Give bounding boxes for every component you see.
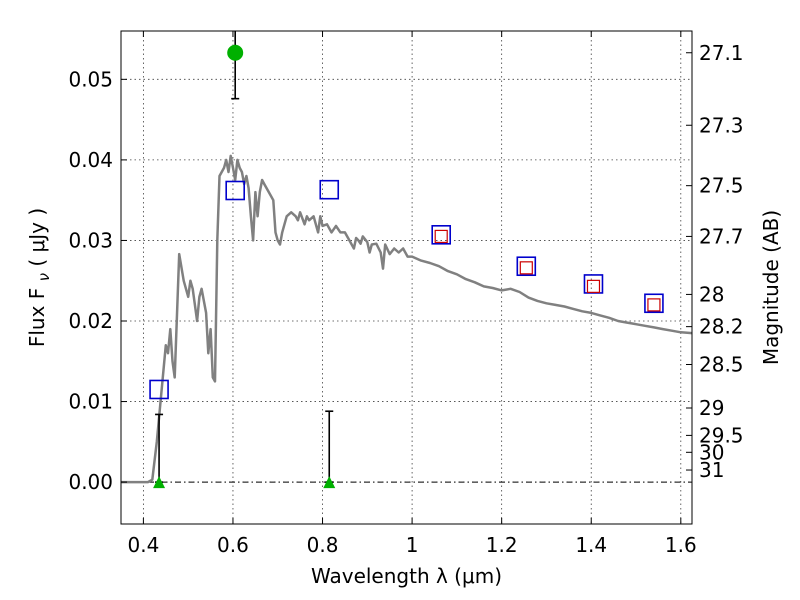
y2-tick-label-1: 27.3	[699, 113, 744, 137]
axis-labels: Wavelength λ (μm) Flux F ν ( μJy ) Magni…	[25, 208, 783, 588]
x-tick-label-3: 1	[406, 533, 419, 557]
y-axis-label-unit: ( μJy )	[25, 208, 49, 267]
model-photometry-square-6	[644, 293, 664, 314]
x-tick-label-2: 0.8	[307, 533, 339, 557]
right-axis-label: Magnitude (AB)	[759, 210, 783, 365]
model-photometry-square-0	[149, 379, 169, 400]
x-tick-label-0: 0.4	[127, 533, 159, 557]
y2-tick-label-2: 27.5	[699, 174, 744, 198]
upper-limit-triangle-1	[323, 476, 336, 489]
observed-photometry-square-1	[519, 261, 533, 275]
y2-tick-label-0: 27.1	[699, 41, 744, 65]
y2-tick-label-9: 30	[699, 440, 724, 464]
upper-limit-triangle-0	[153, 476, 166, 489]
y2-tick-label-10: 31	[699, 458, 724, 482]
model-photometry-square-1	[225, 180, 245, 201]
y-tick-label-0: 0.00	[68, 470, 113, 494]
observed-photometry-square-0	[434, 229, 448, 244]
x-tick-label-1: 0.6	[217, 533, 249, 557]
y2-tick-label-5: 28.2	[699, 315, 744, 339]
y-tick-label-2: 0.02	[68, 309, 113, 333]
y-tick-label-4: 0.04	[68, 148, 113, 172]
y-axis-label: Flux F ν ( μJy )	[25, 208, 54, 347]
x-tick-label-4: 1.2	[486, 533, 518, 557]
model-sed-line	[121, 154, 693, 484]
plot-frame	[120, 30, 693, 525]
detection-point-0	[227, 44, 244, 61]
y-axis-label-subscript: ν	[35, 273, 53, 281]
y2-tick-label-7: 29	[699, 396, 724, 420]
photometry-markers	[149, 44, 664, 489]
y2-tick-label-8: 29.5	[699, 423, 744, 447]
x-axis-label: Wavelength λ (μm)	[311, 564, 502, 588]
detection-errorbar-0	[231, 31, 240, 100]
observed-photometry-square-3	[647, 298, 661, 312]
observed-photometry-square-2	[586, 279, 601, 293]
y-tick-label-1: 0.01	[68, 390, 113, 414]
x-tick-label-6: 1.6	[665, 533, 697, 557]
y-tick-label-3: 0.03	[68, 228, 113, 252]
y2-tick-label-3: 27.7	[699, 224, 744, 248]
axis-ticks: 0.4 0.6 0.8 1 1.2 1.4 1.6 0.00 0.01 0.02 0.03 0.04 0…	[68, 31, 744, 557]
y2-tick-label-4: 28	[699, 282, 724, 306]
model-photometry-square-2	[319, 179, 340, 200]
model-photometry-square-3	[431, 225, 452, 245]
model-photometry-square-4	[516, 256, 537, 277]
y2-tick-label-6: 28.5	[699, 353, 744, 377]
y-axis-label-main: Flux F	[25, 288, 49, 347]
x-tick-label-5: 1.4	[575, 533, 607, 557]
y-tick-label-5: 0.05	[68, 67, 113, 91]
